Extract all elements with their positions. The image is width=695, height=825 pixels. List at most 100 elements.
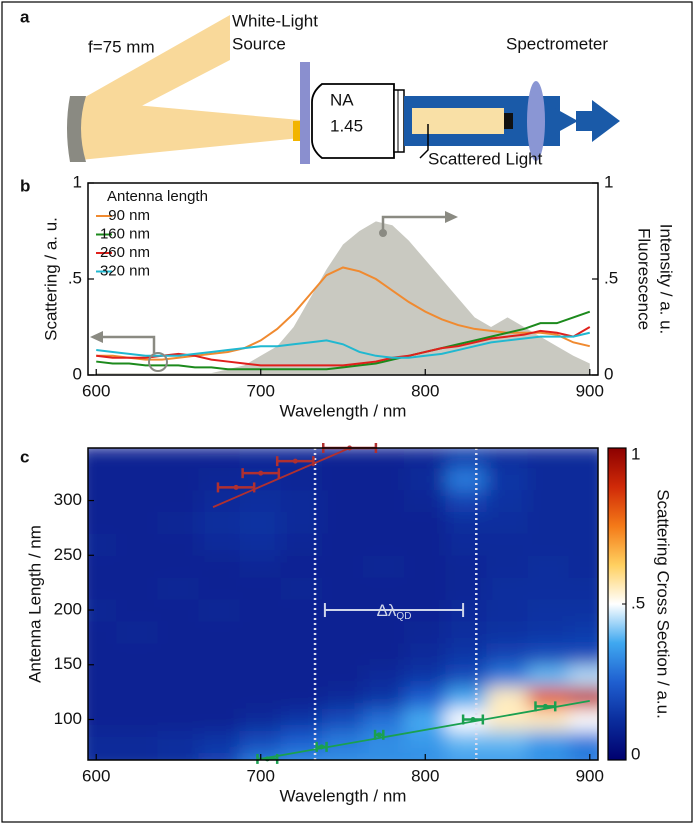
- series-line: [96, 310, 591, 371]
- plot-area: [96, 221, 591, 375]
- heatmap-cell: [321, 448, 365, 469]
- heatmap-cell: [363, 686, 406, 710]
- heatmap-cell: [88, 664, 118, 688]
- heatmap-cell: [198, 664, 241, 688]
- heatmap-cell: [527, 729, 570, 753]
- x-tick-label: 900: [576, 766, 604, 785]
- heatmap-cell: [404, 510, 447, 534]
- focus: [540, 100, 578, 142]
- panel-label: c: [20, 447, 29, 466]
- marker-circle: [148, 352, 168, 372]
- annotations: [90, 211, 458, 372]
- heatmap-cell: [445, 729, 488, 753]
- heatmap-cell: [486, 554, 529, 578]
- x-tick-label: 800: [411, 766, 439, 785]
- heatmap-cell: [486, 664, 529, 688]
- heatmap-cell: [404, 576, 447, 600]
- heatmap-cell: [239, 510, 282, 534]
- heatmap-cell: [280, 598, 323, 622]
- x-tick-label: 900: [576, 381, 604, 400]
- heatmap-cell: [445, 489, 488, 512]
- heatmap-cell: [363, 708, 406, 731]
- objective-ring: [393, 89, 405, 153]
- heatmap-cell: [321, 708, 365, 731]
- heatmap-cell: [486, 729, 529, 753]
- colorbar-label: Scattering Cross Section / a.u.: [654, 489, 673, 719]
- heatmap-cell: [404, 686, 447, 710]
- arrow: [381, 215, 445, 232]
- heatmap-cell: [568, 554, 598, 578]
- objective-label: 1.45: [330, 116, 363, 135]
- heatmap-cell: [404, 729, 447, 753]
- heatmap-cell: [280, 576, 323, 600]
- heatmap-cell: [527, 664, 570, 688]
- legend-label: 160 nm: [100, 225, 150, 242]
- heatmap-cell: [157, 751, 200, 760]
- heatmap-cell: [363, 576, 406, 600]
- heatmap-cell: [568, 510, 598, 534]
- heatmap-cell: [198, 510, 241, 534]
- heatmap-cell: [88, 620, 118, 644]
- heatmap-cell: [198, 598, 241, 622]
- colorbar-tick-label: 0: [631, 744, 640, 763]
- setup-diagram: a f=75 mm White-Light Source NA 1.45 Spe…: [20, 7, 620, 168]
- heatmap-cell: [404, 642, 447, 666]
- heatmap-cell: [527, 532, 570, 556]
- heatmap-cell: [445, 532, 488, 556]
- annotation-text: Δλ: [377, 602, 397, 621]
- x-tick-label: 700: [247, 381, 275, 400]
- heatmap-cell: [404, 467, 447, 491]
- heatmap-cell: [88, 467, 118, 491]
- heatmap-cell: [239, 554, 282, 578]
- heatmap-cell: [404, 448, 447, 469]
- heatmap-cell: [198, 751, 241, 760]
- heatmap-cell: [116, 576, 159, 600]
- heatmap-cell: [116, 642, 159, 666]
- annotation-label: ΔλQD: [377, 602, 412, 622]
- point: [376, 732, 382, 738]
- heatmap-cell: [116, 708, 159, 731]
- heatmap-cell: [321, 489, 365, 512]
- heatmap-cell: [198, 686, 241, 710]
- objective: [311, 83, 395, 159]
- series-line: [96, 331, 591, 359]
- heatmap-cell: [568, 686, 598, 710]
- heatmap-cell: [445, 620, 488, 644]
- heatmap-cell: [280, 510, 323, 534]
- heatmap-cell: [486, 489, 529, 512]
- axes-frame: [87, 447, 599, 761]
- heatmap-cell: [88, 708, 118, 731]
- heatmap-cell: [568, 576, 598, 600]
- heatmap-cell: [157, 554, 200, 578]
- x-tick-label: 800: [411, 381, 439, 400]
- heatmap-cell: [321, 664, 365, 688]
- arrow: [576, 100, 620, 142]
- heatmap-cell: [239, 598, 282, 622]
- heatmap-cell: [527, 448, 570, 469]
- series-line: [96, 326, 591, 367]
- y-tick-label: 150: [54, 654, 82, 673]
- lens-label: f=75 mm: [88, 37, 155, 56]
- heatmap-cell: [239, 664, 282, 688]
- heatmap-cell: [239, 576, 282, 600]
- heatmap-cell: [198, 467, 241, 491]
- arrowhead: [90, 331, 103, 343]
- heatmap-cell: [445, 642, 488, 666]
- heatmap-cell: [445, 467, 488, 491]
- heatmap-cell: [198, 729, 241, 753]
- y-tick-label: 0: [73, 364, 82, 383]
- heatmap-cell: [527, 576, 570, 600]
- heatmap-cell: [157, 729, 200, 753]
- heatmap-cell: [88, 642, 118, 666]
- heatmap-cell: [363, 448, 406, 469]
- heatmap-cell: [486, 448, 529, 469]
- x-tick-label: 600: [82, 381, 110, 400]
- heatmap-cell: [568, 598, 598, 622]
- heatmap-cell: [280, 554, 323, 578]
- heatmap-cell: [568, 729, 598, 753]
- heatmap-cell: [157, 620, 200, 644]
- heatmap-cell: [116, 664, 159, 688]
- heatmap-cell: [157, 642, 200, 666]
